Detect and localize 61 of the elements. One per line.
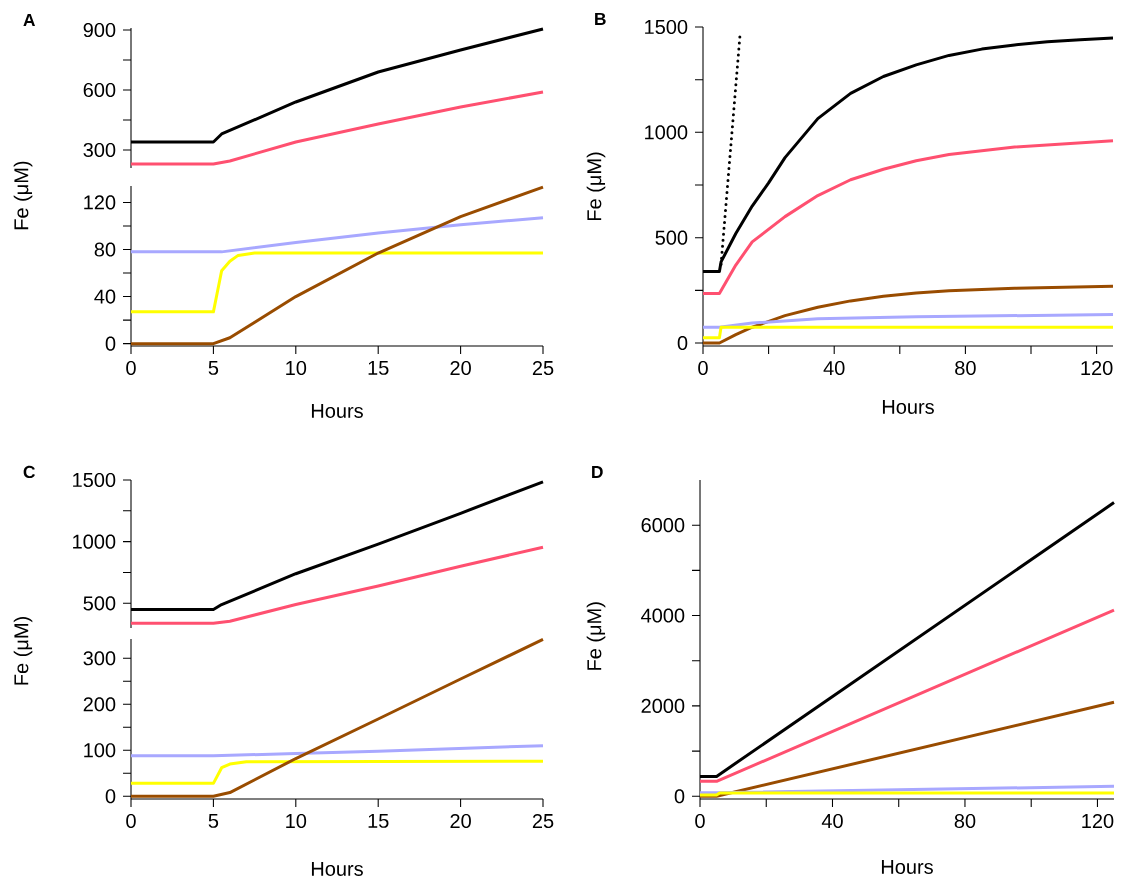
line-series xyxy=(701,139,1115,296)
y-tick-label: 1500 xyxy=(73,472,116,488)
x-tick-label: 80 xyxy=(955,360,976,376)
x-tick-label: 5 xyxy=(208,813,219,828)
y-axis-title: Fe (μM) xyxy=(586,152,606,221)
x-tick-label: 120 xyxy=(1081,360,1113,376)
line-series xyxy=(129,545,545,625)
y-tick-label: 300 xyxy=(83,142,116,158)
y-tick-label: 500 xyxy=(655,230,688,245)
y-tick-label: 0 xyxy=(677,335,688,351)
y-tick-label: 900 xyxy=(83,22,116,38)
x-tick-label: 40 xyxy=(823,360,845,376)
y-tick-label: 1000 xyxy=(645,125,688,140)
x-tick-label: 80 xyxy=(954,813,976,829)
line-series xyxy=(129,90,545,166)
x-tick-label: 20 xyxy=(450,360,471,376)
x-axis-title: Hours xyxy=(882,400,934,414)
y-tick-label: 6000 xyxy=(641,518,685,533)
x-tick-label: 0 xyxy=(126,360,136,376)
y-tick-label: 500 xyxy=(83,596,116,611)
x-tick-label: 120 xyxy=(1082,813,1114,829)
chart-title: A xyxy=(23,14,36,26)
x-axis-title: Hours xyxy=(311,404,363,418)
line-series xyxy=(701,313,1115,329)
x-axis-title: Hours xyxy=(881,860,933,874)
x-tick-label: 15 xyxy=(368,813,389,828)
y-tick-label: 4000 xyxy=(641,608,685,623)
y-tick-label: 0 xyxy=(674,789,685,804)
y-tick-label: 600 xyxy=(83,82,116,98)
y-tick-label: 40 xyxy=(94,289,116,304)
x-tick-label: 10 xyxy=(286,813,307,829)
line-series xyxy=(129,251,545,314)
y-tick-label: 1000 xyxy=(73,534,116,549)
x-tick-label: 0 xyxy=(698,360,708,376)
x-tick-label: 5 xyxy=(208,360,219,375)
x-axis-title: Hours xyxy=(311,862,363,876)
x-tick-label: 15 xyxy=(368,360,389,375)
y-tick-label: 1500 xyxy=(645,19,688,35)
y-tick-label: 80 xyxy=(94,242,116,257)
x-tick-label: 0 xyxy=(695,813,705,829)
x-tick-label: 20 xyxy=(450,813,471,829)
line-series xyxy=(129,759,545,785)
y-tick-label: 300 xyxy=(83,651,116,666)
y-tick-label: 2000 xyxy=(641,698,685,713)
y-tick-label: 120 xyxy=(84,195,116,210)
y-axis-title: Fe (μM) xyxy=(13,617,33,685)
y-axis-title: Fe (μM) xyxy=(13,161,33,230)
chart-title: D xyxy=(592,466,603,478)
y-axis-title: Fe (μM) xyxy=(586,602,606,670)
x-tick-label: 40 xyxy=(821,813,843,829)
chart-title: C xyxy=(23,465,35,479)
chart-title: B xyxy=(595,13,606,25)
line-series xyxy=(129,216,545,254)
y-tick-label: 0 xyxy=(105,789,116,804)
y-tick-label: 200 xyxy=(83,697,116,712)
y-tick-label: 0 xyxy=(105,336,116,351)
y-tick-label: 100 xyxy=(84,743,116,758)
x-tick-label: 25 xyxy=(532,360,554,376)
x-tick-label: 0 xyxy=(126,813,136,829)
x-tick-label: 25 xyxy=(532,813,554,829)
x-tick-label: 10 xyxy=(286,360,307,376)
